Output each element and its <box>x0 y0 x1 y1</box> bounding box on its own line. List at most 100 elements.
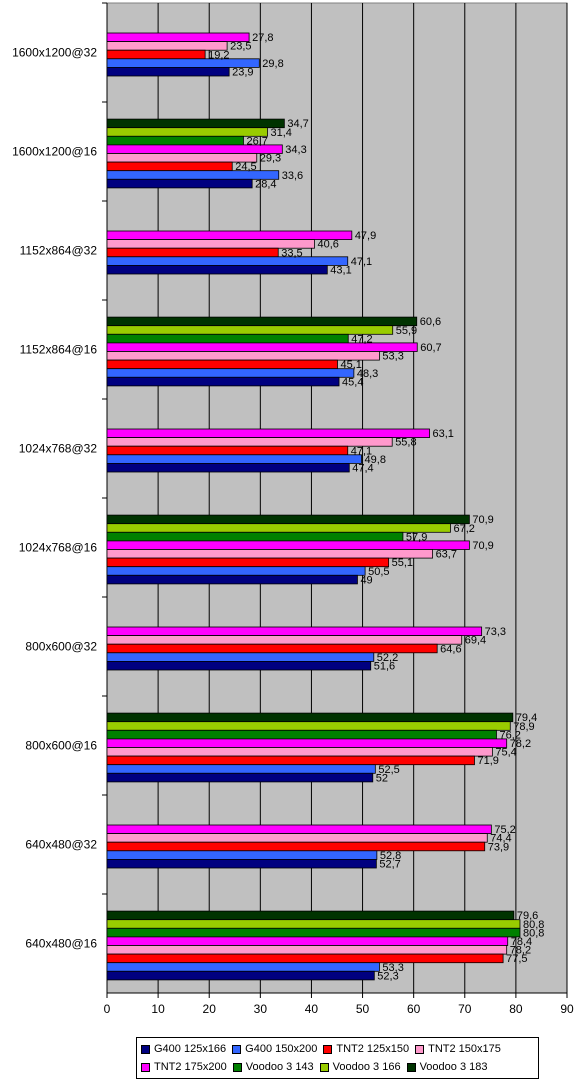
data-label: 53,3 <box>382 351 403 363</box>
data-label: 48,3 <box>357 368 378 380</box>
x-tick-label: 90 <box>560 1002 574 1016</box>
data-label: 79,4 <box>516 712 537 724</box>
data-label: 64,6 <box>440 643 461 655</box>
bar-g400-150x200 <box>106 850 378 860</box>
legend-swatch <box>319 1062 329 1072</box>
bar-tnt2-150x175 <box>106 833 488 843</box>
bar-voodoo-3-143 <box>106 135 244 146</box>
bar-g400-125x166 <box>106 264 328 275</box>
data-label: 29,8 <box>262 58 283 70</box>
data-label: 77,5 <box>506 953 527 965</box>
data-label: 78,2 <box>510 738 531 750</box>
data-label: 80,8 <box>523 919 544 931</box>
bar-tnt2-125x150 <box>106 841 486 852</box>
data-label: 31,4 <box>270 127 291 139</box>
data-label: 33,5 <box>281 247 302 259</box>
bar-tnt2-150x175 <box>106 635 463 645</box>
x-tick-label: 80 <box>509 1002 523 1016</box>
data-label: 49,8 <box>365 454 386 466</box>
legend-label: Voodoo 3 143 <box>245 1061 314 1073</box>
data-label: 57,9 <box>406 531 427 543</box>
data-label: 79,6 <box>517 910 538 922</box>
data-label: 74,4 <box>490 833 511 845</box>
bar-voodoo-3-166 <box>106 325 394 335</box>
bar-g400-150x200 <box>106 566 366 576</box>
bar-g400-150x200 <box>106 454 362 464</box>
data-label: 47,9 <box>355 230 376 242</box>
x-tick-label: 10 <box>151 1002 165 1016</box>
bar-tnt2-125x150 <box>106 161 233 172</box>
bar-tnt2-125x150 <box>106 359 338 370</box>
data-label: 24,5 <box>235 161 256 173</box>
bar-tnt2-150x175 <box>106 549 433 559</box>
bar-voodoo-3-143 <box>106 333 349 344</box>
data-label: 75,2 <box>494 824 515 836</box>
bar-voodoo-3-183 <box>106 910 515 921</box>
data-label: 47,1 <box>351 256 372 268</box>
category-label: 800x600@32 <box>25 640 97 654</box>
data-label: 78,9 <box>513 721 534 733</box>
category-label: 1600x1200@16 <box>12 145 97 159</box>
bar-tnt2-150x175 <box>106 437 393 447</box>
bar-voodoo-3-166 <box>106 721 511 731</box>
data-label: 73,3 <box>485 626 506 638</box>
legend-item: TNT2 175x200 <box>141 1058 227 1076</box>
data-label: 23,9 <box>232 67 253 79</box>
data-label: 70,9 <box>472 540 493 552</box>
data-label: 23,5 <box>230 41 251 53</box>
legend-item: TNT2 125x150 <box>323 1040 409 1058</box>
bar-g400-125x166 <box>106 178 253 189</box>
data-label: 52,2 <box>377 652 398 664</box>
category-label: 1152x864@32 <box>20 244 98 258</box>
data-label: 53,3 <box>382 962 403 974</box>
data-label: 67,2 <box>453 523 474 535</box>
bars-group <box>106 32 521 981</box>
bar-g400-125x166 <box>106 772 374 783</box>
bar-tnt2-175x200 <box>106 230 353 241</box>
data-label: 50,5 <box>368 566 389 578</box>
bar-g400-150x200 <box>106 256 349 266</box>
legend-swatch <box>323 1044 333 1054</box>
data-label: 52 <box>376 772 388 784</box>
bar-tnt2-125x150 <box>106 247 279 258</box>
data-label: 33,6 <box>282 170 303 182</box>
legend-item: G400 150x200 <box>232 1040 317 1058</box>
legend-label: TNT2 150x175 <box>428 1043 501 1055</box>
bar-tnt2-150x175 <box>106 351 380 361</box>
data-label: 60,7 <box>420 342 441 354</box>
data-label: 63,1 <box>433 428 454 440</box>
x-tick-label: 60 <box>407 1002 421 1016</box>
data-label: 49 <box>360 574 372 586</box>
data-label: 52,8 <box>380 850 401 862</box>
legend-label: G400 125x166 <box>154 1043 227 1055</box>
x-tick-label: 50 <box>356 1002 370 1016</box>
bar-voodoo-3-143 <box>106 531 404 542</box>
bar-voodoo-3-183 <box>106 316 418 327</box>
bar-tnt2-125x150 <box>106 755 475 766</box>
data-label: 55,1 <box>392 557 413 569</box>
data-label: 40,6 <box>318 239 339 251</box>
legend-label: Voodoo 3 166 <box>332 1061 401 1073</box>
legend-item: Voodoo 3 166 <box>319 1058 401 1076</box>
data-label: 75,4 <box>495 747 516 759</box>
legend-item: Voodoo 3 143 <box>232 1058 314 1076</box>
legend-swatch <box>232 1044 242 1054</box>
bar-g400-125x166 <box>106 67 230 77</box>
category-label: 800x600@16 <box>25 739 97 753</box>
data-label: 34,3 <box>285 144 306 156</box>
data-label: 70,9 <box>472 514 493 526</box>
bar-tnt2-175x200 <box>106 738 508 748</box>
bar-tnt2-175x200 <box>106 32 250 43</box>
data-label: 28,4 <box>255 178 276 190</box>
bar-g400-125x166 <box>106 970 375 981</box>
bar-tnt2-175x200 <box>106 428 430 439</box>
data-label: 47,1 <box>351 445 372 457</box>
bar-g400-125x166 <box>106 661 372 671</box>
x-tick-label: 70 <box>458 1002 472 1016</box>
category-label: 640x480@16 <box>25 937 97 951</box>
category-label: 1600x1200@32 <box>12 46 97 60</box>
legend-item: Voodoo 3 183 <box>406 1058 487 1076</box>
x-tick-label: 0 <box>104 1002 111 1016</box>
data-label: 45,4 <box>342 376 363 388</box>
legend-swatch <box>232 1062 242 1072</box>
